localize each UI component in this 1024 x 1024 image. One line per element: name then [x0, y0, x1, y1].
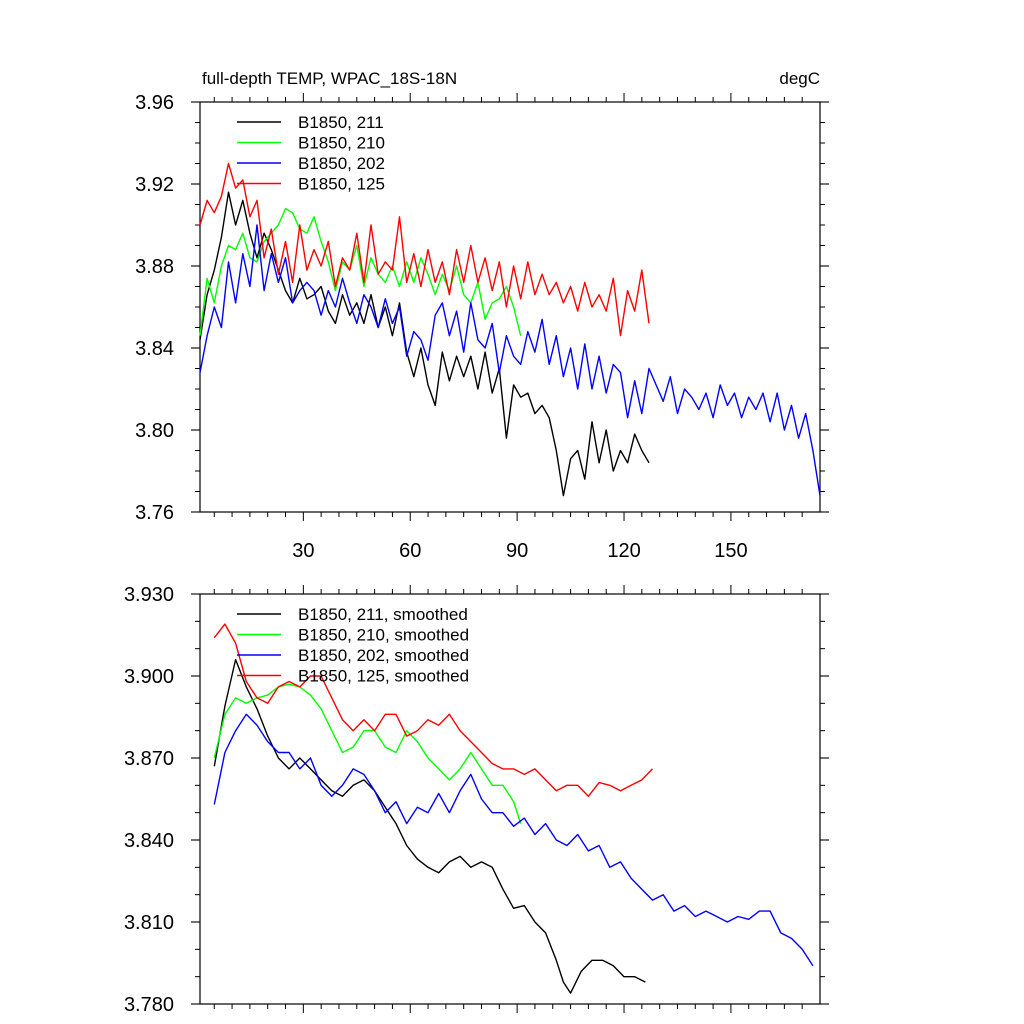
- legend-label: B1850, 202, smoothed: [298, 646, 469, 665]
- y-tick-label: 3.870: [124, 748, 174, 770]
- series-line: [213, 623, 654, 797]
- bottom-series: [213, 623, 814, 994]
- y-tick-label: 3.900: [124, 666, 174, 688]
- bottom-legend: B1850, 211, smoothed B1850, 210, smoothed…: [237, 605, 469, 686]
- x-tick-label: 90: [506, 540, 528, 562]
- y-tick-label: 3.80: [135, 420, 174, 442]
- legend-label: B1850, 211, smoothed: [298, 605, 468, 624]
- y-tick-label: 3.76: [135, 502, 174, 524]
- x-tick-label: 60: [399, 540, 421, 562]
- series-line: [213, 713, 814, 967]
- y-tick-label: 3.92: [135, 174, 174, 196]
- x-tick-label: 150: [714, 540, 747, 562]
- y-tick-label: 3.84: [135, 338, 174, 360]
- x-tick-label: 120: [607, 540, 640, 562]
- top-axis-ticks: 3.76 3.80 3.84 3.88 3.92 3.96 30 60 90 120 150: [135, 92, 829, 562]
- bottom-plot-frame: [199, 593, 821, 1005]
- bottom-axis-ticks: 3.780 3.810 3.840 3.870 3.900 3.930: [124, 584, 829, 1016]
- series-line: [213, 658, 646, 994]
- bottom-panel: 3.780 3.810 3.840 3.870 3.900 3.930 B1850, 21…: [124, 584, 829, 1016]
- top-plot-units: degC: [779, 69, 820, 88]
- y-tick-label: 3.840: [124, 830, 174, 852]
- y-tick-label: 3.930: [124, 584, 174, 606]
- y-tick-label: 3.780: [124, 994, 174, 1016]
- series-line: [213, 683, 522, 824]
- y-tick-label: 3.88: [135, 256, 174, 278]
- legend-label: B1850, 210, smoothed: [298, 626, 469, 645]
- series-line: [199, 162, 650, 337]
- y-tick-label: 3.810: [124, 912, 174, 934]
- top-plot-title: full-depth TEMP, WPAC_18S-18N: [202, 69, 457, 88]
- legend-label: B1850, 202: [298, 154, 385, 173]
- legend-label: B1850, 211: [298, 113, 384, 132]
- legend-label: B1850, 125: [298, 175, 385, 194]
- series-line: [199, 191, 650, 497]
- x-tick-label: 30: [292, 540, 314, 562]
- y-tick-label: 3.96: [135, 92, 174, 114]
- top-plot-frame: [199, 101, 821, 513]
- top-series: [199, 162, 821, 497]
- series-line: [199, 224, 821, 496]
- top-panel: full-depth TEMP, WPAC_18S-18N degC 3.763…: [135, 69, 829, 562]
- legend-label: B1850, 125, smoothed: [298, 667, 469, 686]
- legend-label: B1850, 210: [298, 134, 385, 153]
